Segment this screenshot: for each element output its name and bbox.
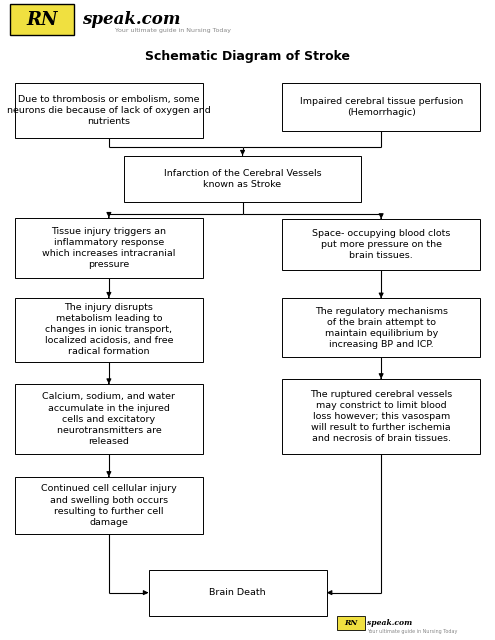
FancyBboxPatch shape xyxy=(15,83,203,138)
FancyBboxPatch shape xyxy=(124,156,361,202)
Text: Your ultimate guide in Nursing Today: Your ultimate guide in Nursing Today xyxy=(115,28,231,33)
Text: Your ultimate guide in Nursing Today: Your ultimate guide in Nursing Today xyxy=(367,629,458,634)
Text: RN: RN xyxy=(26,11,58,29)
Text: Due to thrombosis or embolism, some
neurons die because of lack of oxygen and
nu: Due to thrombosis or embolism, some neur… xyxy=(7,95,211,126)
Text: Space- occupying blood clots
put more pressure on the
brain tissues.: Space- occupying blood clots put more pr… xyxy=(312,229,450,260)
FancyBboxPatch shape xyxy=(15,218,203,278)
FancyBboxPatch shape xyxy=(282,83,480,131)
Text: RN: RN xyxy=(344,620,358,627)
Text: The regulatory mechanisms
of the brain attempt to
maintain equilibrium by
increa: The regulatory mechanisms of the brain a… xyxy=(315,307,447,349)
Text: speak.com: speak.com xyxy=(367,620,412,627)
FancyBboxPatch shape xyxy=(15,298,203,362)
FancyBboxPatch shape xyxy=(282,298,480,357)
FancyBboxPatch shape xyxy=(282,379,480,454)
Text: Calcium, sodium, and water
accumulate in the injured
cells and excitatory
neurot: Calcium, sodium, and water accumulate in… xyxy=(43,392,175,446)
Bar xyxy=(337,616,365,630)
Text: Brain Death: Brain Death xyxy=(209,588,266,597)
Text: The ruptured cerebral vessels
may constrict to limit blood
loss however; this va: The ruptured cerebral vessels may constr… xyxy=(310,390,452,444)
Text: Impaired cerebral tissue perfusion
(Hemorrhagic): Impaired cerebral tissue perfusion (Hemo… xyxy=(299,97,463,117)
Text: speak.com: speak.com xyxy=(82,12,180,28)
FancyBboxPatch shape xyxy=(15,477,203,534)
Bar xyxy=(10,4,74,35)
Text: The injury disrupts
metabolism leading to
changes in ionic transport,
localized : The injury disrupts metabolism leading t… xyxy=(45,303,173,356)
FancyBboxPatch shape xyxy=(15,384,203,454)
Text: Infarction of the Cerebral Vessels
known as Stroke: Infarction of the Cerebral Vessels known… xyxy=(164,168,321,189)
Text: Continued cell cellular injury
and swelling both occurs
resulting to further cel: Continued cell cellular injury and swell… xyxy=(41,484,177,527)
Text: Tissue injury triggers an
inflammatory response
which increases intracranial
pre: Tissue injury triggers an inflammatory r… xyxy=(42,227,176,269)
Text: Schematic Diagram of Stroke: Schematic Diagram of Stroke xyxy=(145,50,350,63)
FancyBboxPatch shape xyxy=(148,570,327,616)
FancyBboxPatch shape xyxy=(282,219,480,270)
